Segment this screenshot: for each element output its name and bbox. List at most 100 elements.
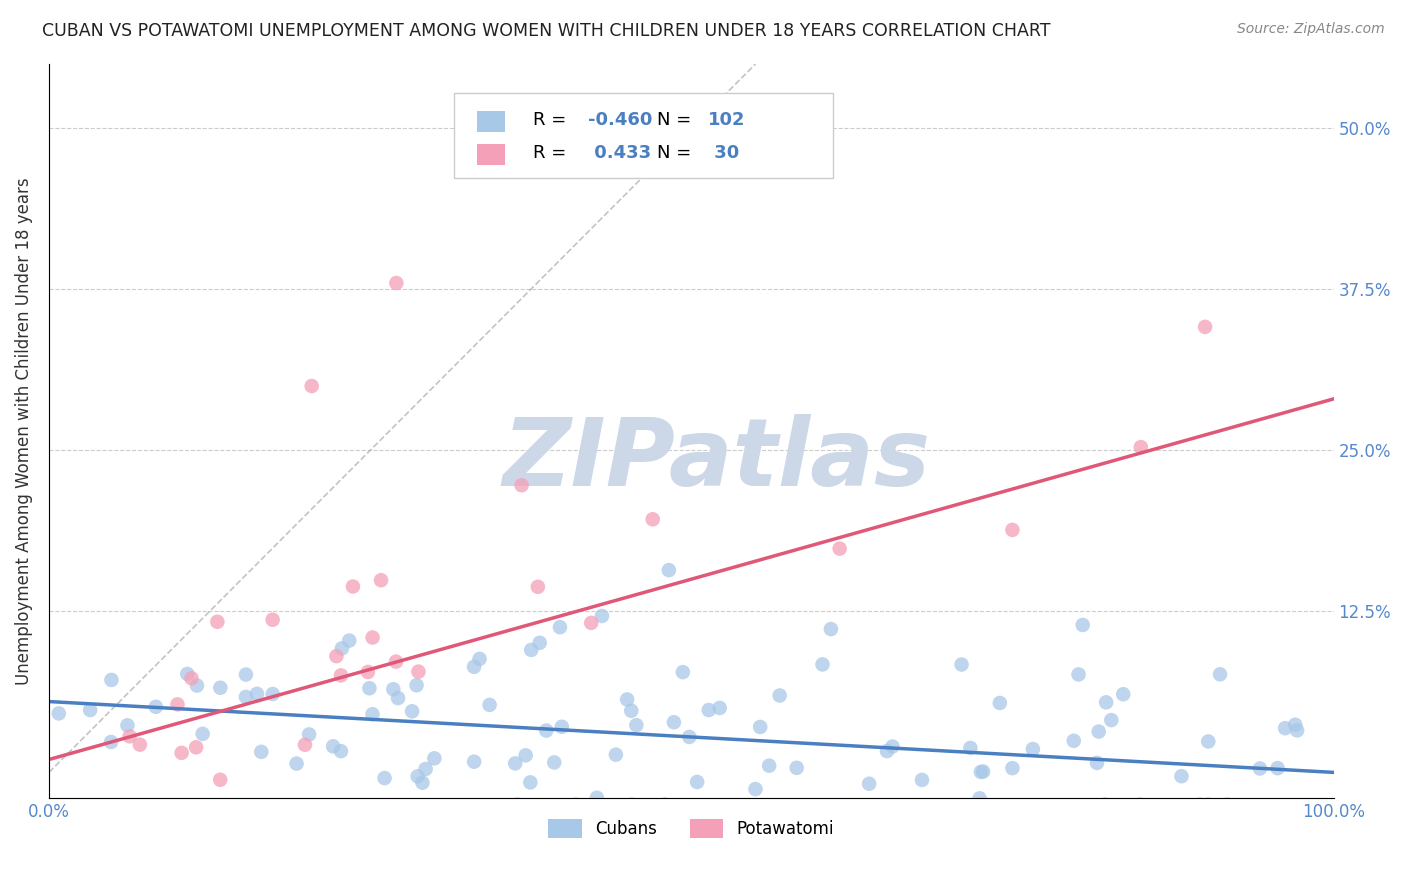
Point xyxy=(654,797,676,812)
Point xyxy=(186,679,208,693)
Point xyxy=(373,804,395,818)
Point xyxy=(972,764,994,779)
Point xyxy=(1087,724,1109,739)
Point xyxy=(262,613,284,627)
Point xyxy=(1267,761,1289,775)
Point xyxy=(387,691,409,706)
Point xyxy=(415,762,437,776)
Point xyxy=(1001,761,1024,775)
Point xyxy=(515,748,537,763)
Point xyxy=(988,696,1011,710)
Point xyxy=(370,573,392,587)
Point xyxy=(709,701,731,715)
Point xyxy=(579,615,602,630)
Point xyxy=(1197,734,1219,748)
Point xyxy=(406,769,429,783)
Text: N =: N = xyxy=(657,111,696,128)
Point xyxy=(959,741,981,756)
Point xyxy=(145,699,167,714)
Point xyxy=(1170,769,1192,783)
Point xyxy=(408,665,430,679)
Point xyxy=(330,668,353,682)
Point xyxy=(411,775,433,789)
Point xyxy=(1085,756,1108,770)
Point xyxy=(117,718,139,732)
Point xyxy=(551,720,574,734)
Point xyxy=(262,687,284,701)
Point xyxy=(128,738,150,752)
Point xyxy=(250,745,273,759)
Point xyxy=(585,790,607,805)
Point xyxy=(166,698,188,712)
Point xyxy=(209,681,232,695)
Point xyxy=(180,671,202,685)
Point xyxy=(359,681,381,696)
Point xyxy=(641,512,664,526)
Point xyxy=(1216,797,1239,812)
Point xyxy=(811,657,834,672)
Point xyxy=(423,751,446,765)
Point xyxy=(616,692,638,706)
Point xyxy=(876,744,898,758)
Point xyxy=(285,756,308,771)
Point xyxy=(564,797,586,812)
Point xyxy=(626,718,648,732)
Point xyxy=(1067,667,1090,681)
Point xyxy=(1095,695,1118,709)
Point xyxy=(503,756,526,771)
Text: R =: R = xyxy=(533,144,572,161)
Point xyxy=(620,704,643,718)
Point xyxy=(672,665,695,680)
Point xyxy=(468,652,491,666)
Point xyxy=(382,682,405,697)
Point xyxy=(828,541,851,556)
Point xyxy=(548,620,571,634)
Point xyxy=(337,633,360,648)
Point xyxy=(401,704,423,718)
Point xyxy=(950,657,973,672)
Point xyxy=(1274,721,1296,735)
Point xyxy=(858,777,880,791)
Point xyxy=(662,715,685,730)
FancyBboxPatch shape xyxy=(477,111,505,132)
Point xyxy=(463,660,485,674)
Point xyxy=(658,563,681,577)
Point xyxy=(1188,797,1211,812)
Point xyxy=(1284,717,1306,731)
Point xyxy=(361,631,384,645)
Point xyxy=(294,738,316,752)
Point xyxy=(298,727,321,741)
Point xyxy=(176,667,198,681)
Point xyxy=(527,580,550,594)
Text: Source: ZipAtlas.com: Source: ZipAtlas.com xyxy=(1237,22,1385,37)
Point xyxy=(543,756,565,770)
Point xyxy=(758,758,780,772)
Point xyxy=(697,703,720,717)
Point xyxy=(357,665,380,679)
Text: ZIPatlas: ZIPatlas xyxy=(503,415,931,507)
FancyBboxPatch shape xyxy=(477,145,505,165)
Point xyxy=(519,775,541,789)
Y-axis label: Unemployment Among Women with Children Under 18 years: Unemployment Among Women with Children U… xyxy=(15,178,32,685)
Point xyxy=(882,739,904,754)
Point xyxy=(100,735,122,749)
Point xyxy=(911,772,934,787)
Point xyxy=(191,727,214,741)
Point xyxy=(48,706,70,721)
Point xyxy=(374,771,396,785)
Point xyxy=(1209,667,1232,681)
Point xyxy=(1129,797,1152,812)
Point xyxy=(820,622,842,636)
Point xyxy=(1129,440,1152,454)
Point xyxy=(79,703,101,717)
Text: 102: 102 xyxy=(709,111,745,128)
Point xyxy=(385,276,408,290)
Point xyxy=(1094,797,1116,812)
Point xyxy=(170,746,193,760)
Point xyxy=(325,649,347,664)
Point xyxy=(520,643,543,657)
Point xyxy=(118,729,141,743)
Point xyxy=(620,797,643,812)
Point xyxy=(744,782,766,797)
Point xyxy=(463,755,485,769)
